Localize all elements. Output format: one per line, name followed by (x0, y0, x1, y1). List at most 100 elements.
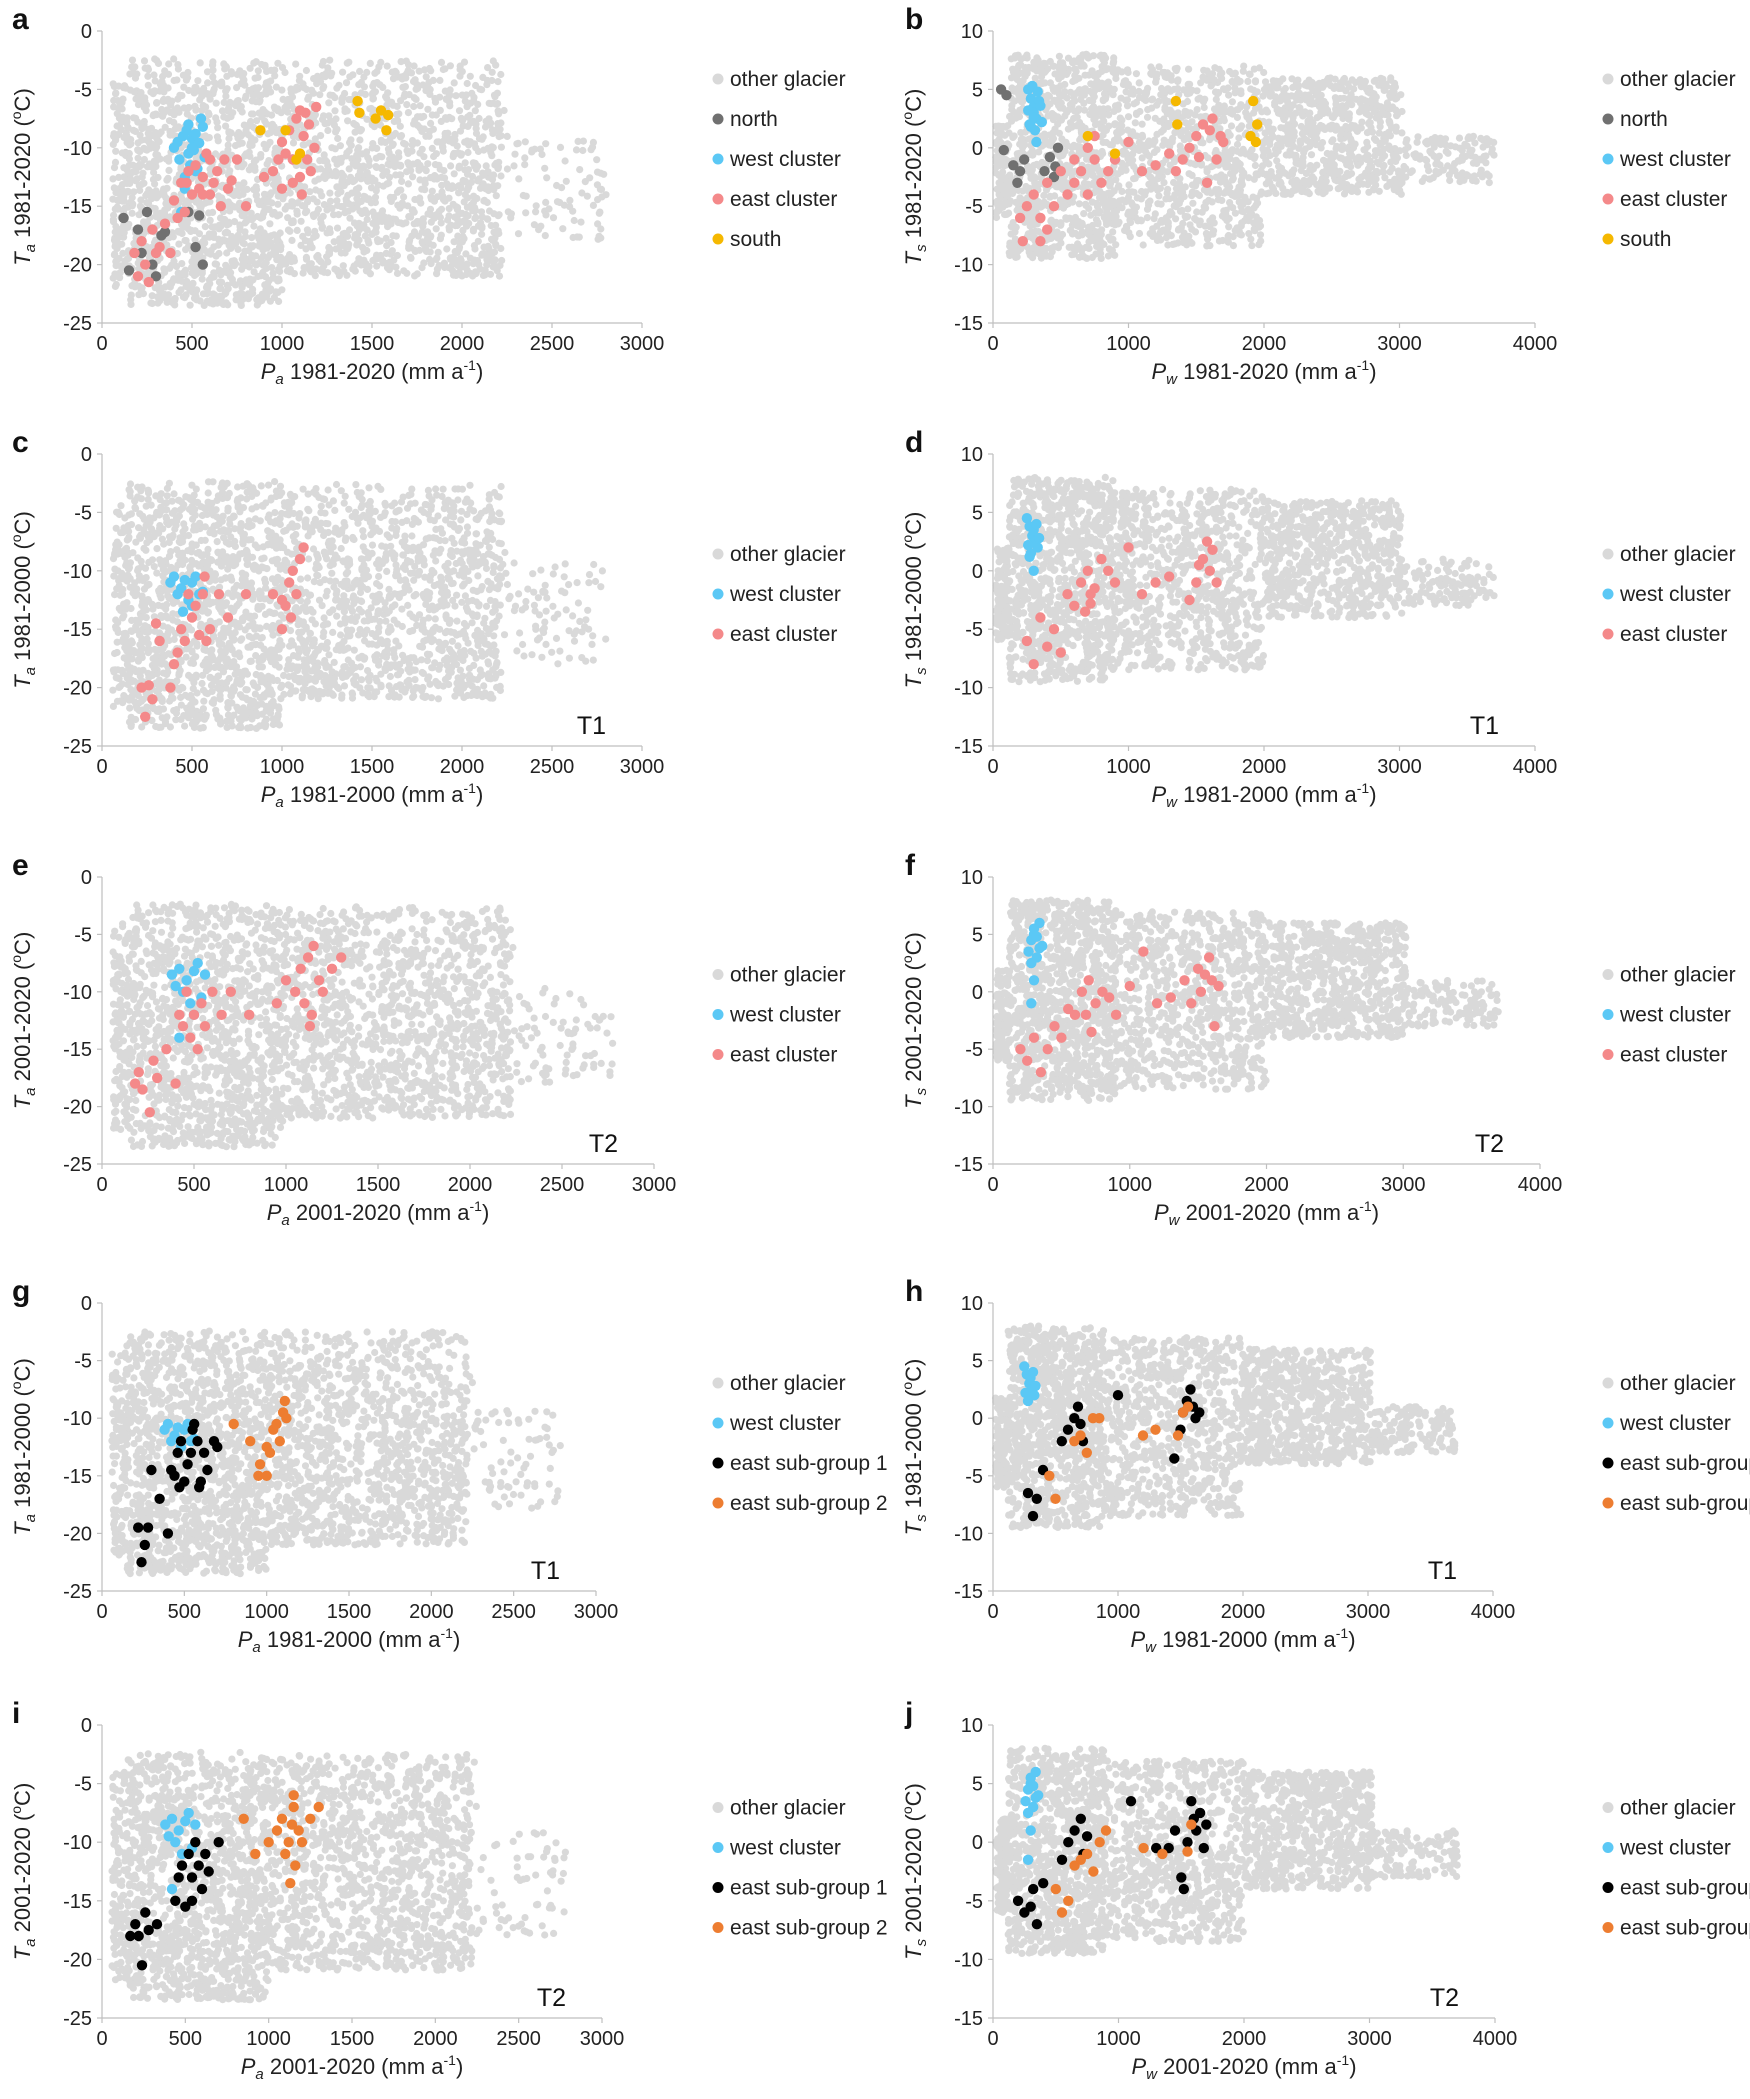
east-point (165, 248, 175, 258)
other-glacier-point (110, 141, 117, 148)
other-glacier-point (497, 172, 504, 179)
other-glacier-point (1419, 178, 1426, 185)
other-glacier-point (162, 124, 169, 131)
other-glacier-point (452, 248, 459, 255)
other-glacier-point (330, 211, 337, 218)
other-glacier-point (424, 160, 431, 167)
other-glacier-point (411, 62, 418, 69)
other-glacier-point (404, 147, 411, 154)
legend-marker-west (713, 154, 724, 165)
other-glacier-point (1158, 85, 1165, 92)
other-glacier-point (233, 238, 240, 245)
other-glacier-point (386, 174, 393, 181)
other-glacier-point (1217, 72, 1224, 79)
legend: other glaciernorthwest clustereast clust… (713, 68, 846, 251)
other-glacier-point (1490, 139, 1497, 146)
other-glacier-point (373, 68, 380, 75)
other-glacier-point (299, 202, 306, 209)
other-glacier-point (389, 69, 396, 76)
other-glacier-point (401, 72, 408, 79)
other-glacier-point (325, 112, 332, 119)
other-glacier-point (205, 90, 212, 97)
other-glacier-point (1115, 182, 1122, 189)
other-glacier-point (1089, 67, 1096, 74)
other-glacier-point (385, 262, 392, 269)
other-glacier-point (153, 100, 160, 107)
other-glacier-point (434, 193, 441, 200)
other-glacier-point (274, 233, 281, 240)
other-glacier-point (271, 209, 278, 216)
other-glacier-point (210, 290, 217, 297)
other-glacier-point (438, 59, 445, 66)
other-glacier-point (406, 243, 413, 250)
other-glacier-point (1157, 229, 1164, 236)
east-point (205, 154, 215, 164)
other-glacier-point (1295, 82, 1302, 89)
other-glacier-point (332, 145, 339, 152)
legend-marker-other (713, 74, 724, 85)
other-glacier-point (363, 116, 370, 123)
other-glacier-point (214, 133, 221, 140)
other-glacier-point (344, 117, 351, 124)
other-glacier-point (1051, 70, 1058, 77)
other-glacier-point (1055, 63, 1062, 70)
other-glacier-point (294, 211, 301, 218)
other-glacier-point (370, 89, 377, 96)
east-point (129, 248, 139, 258)
other-glacier-point (494, 100, 501, 107)
other-glacier-point (323, 206, 330, 213)
other-glacier-point (399, 220, 406, 227)
other-glacier-point (1333, 97, 1340, 104)
other-glacier-point (392, 171, 399, 178)
other-glacier-point (167, 283, 174, 290)
other-glacier-point (275, 275, 282, 282)
other-glacier-point (135, 96, 142, 103)
other-glacier-point (399, 84, 406, 91)
other-glacier-point (454, 233, 461, 240)
y-tick-label: -25 (63, 313, 92, 335)
south-point (354, 108, 364, 118)
other-glacier-point (229, 276, 236, 283)
other-glacier-point (142, 146, 149, 153)
other-glacier-point (1265, 119, 1272, 126)
other-glacier-point (211, 86, 218, 93)
other-glacier-point (218, 279, 225, 286)
other-glacier-point (267, 239, 274, 246)
south-point (280, 125, 290, 135)
other-glacier-point (318, 219, 325, 226)
other-glacier-point (228, 70, 235, 77)
other-glacier-point (345, 96, 352, 103)
other-glacier-point (433, 270, 440, 277)
other-glacier-point (1008, 74, 1015, 81)
other-glacier-point (338, 203, 345, 210)
other-glacier-point (310, 90, 317, 97)
other-glacier-point (428, 260, 435, 267)
other-glacier-point (443, 245, 450, 252)
legend-label: east cluster (730, 188, 837, 211)
east-point (190, 160, 200, 170)
other-glacier-point (332, 115, 339, 122)
other-glacier-point (438, 232, 445, 239)
other-glacier-point (411, 228, 418, 235)
east-point (232, 154, 242, 164)
other-glacier-point (1240, 68, 1247, 75)
other-glacier-point (1125, 181, 1132, 188)
other-glacier-point (141, 57, 148, 64)
other-glacier-point (390, 257, 397, 264)
other-glacier-point (598, 186, 605, 193)
legend-marker-north (713, 114, 724, 125)
other-glacier-point (1063, 109, 1070, 116)
other-glacier-point (213, 100, 220, 107)
other-glacier-point (144, 190, 151, 197)
other-glacier-point (1164, 85, 1171, 92)
other-glacier-point (480, 172, 487, 179)
other-glacier-point (271, 67, 278, 74)
other-glacier-point (478, 223, 485, 230)
other-glacier-point (1133, 70, 1140, 77)
other-glacier-point (1165, 120, 1172, 127)
other-glacier-point (1124, 127, 1131, 134)
other-glacier-point (1171, 158, 1178, 165)
other-glacier-point (1115, 101, 1122, 108)
other-glacier-point (436, 262, 443, 269)
other-glacier-point (384, 63, 391, 70)
